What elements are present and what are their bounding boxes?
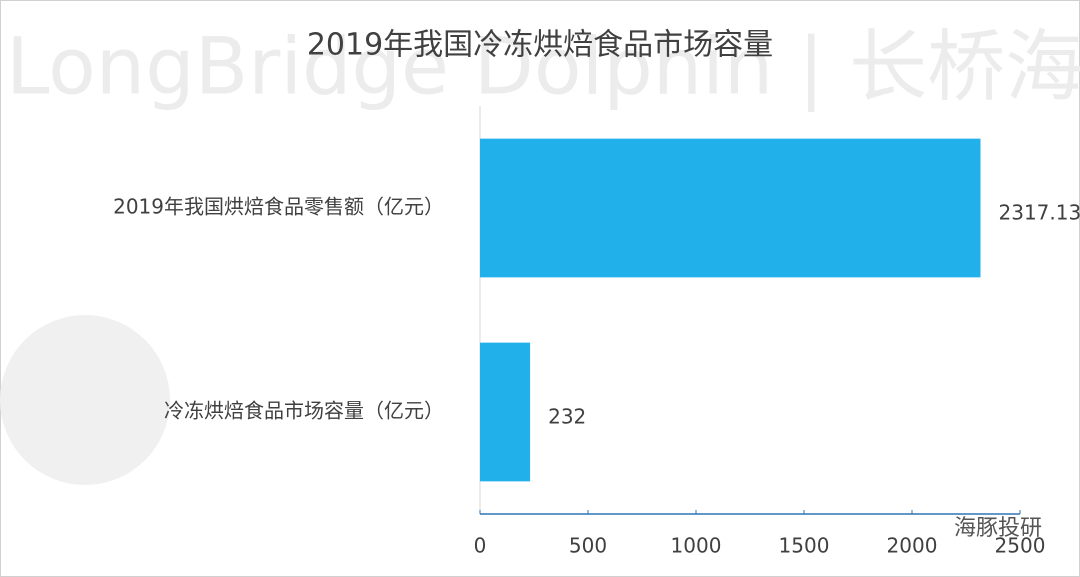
watermark: LongBridge Dolphin | 长桥海豚投研 xyxy=(6,22,1080,112)
value-label: 2317.13 xyxy=(999,201,1080,225)
x-tick-label: 1000 xyxy=(671,534,722,558)
y-tick-label: 冷冻烘焙食品市场容量（亿元） xyxy=(164,399,444,423)
watermark-logo xyxy=(0,315,170,485)
chart-title: 2019年我国冷冻烘焙食品市场容量 xyxy=(307,28,773,63)
value-label: 232 xyxy=(548,405,586,429)
y-tick-label: 2019年我国烘焙食品零售额（亿元） xyxy=(113,195,444,219)
bar xyxy=(480,138,981,278)
bar xyxy=(480,342,531,482)
x-tick-label: 2500 xyxy=(995,534,1046,558)
badge: 海豚投研 xyxy=(954,516,1042,541)
x-tick-label: 1500 xyxy=(779,534,830,558)
x-tick-label: 2000 xyxy=(887,534,938,558)
x-tick-label: 0 xyxy=(474,534,487,558)
x-tick-label: 500 xyxy=(569,534,607,558)
